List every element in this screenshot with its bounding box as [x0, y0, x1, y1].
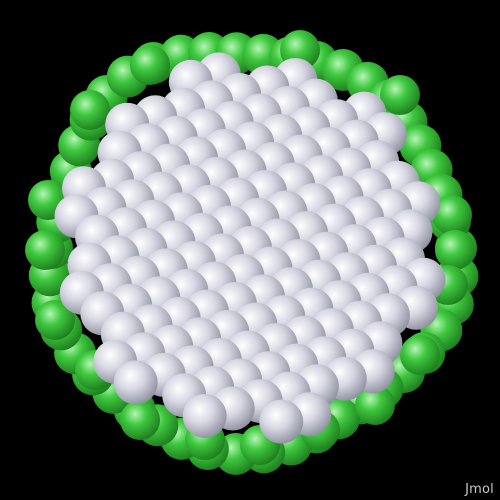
gray-atom: [259, 399, 304, 444]
green-atom: [400, 335, 440, 375]
green-atom: [25, 230, 65, 270]
green-atom: [70, 90, 110, 130]
green-atom: [120, 400, 160, 440]
green-atom: [355, 385, 395, 425]
gray-atom: [182, 394, 227, 438]
green-atom: [35, 300, 75, 340]
gray-atom-core: [54, 52, 446, 444]
jmol-watermark: Jmol: [465, 482, 494, 497]
green-atom: [130, 45, 170, 85]
green-atom: [435, 230, 475, 270]
green-atom: [432, 195, 472, 235]
gray-atom: [113, 360, 158, 405]
green-atom: [380, 75, 420, 115]
